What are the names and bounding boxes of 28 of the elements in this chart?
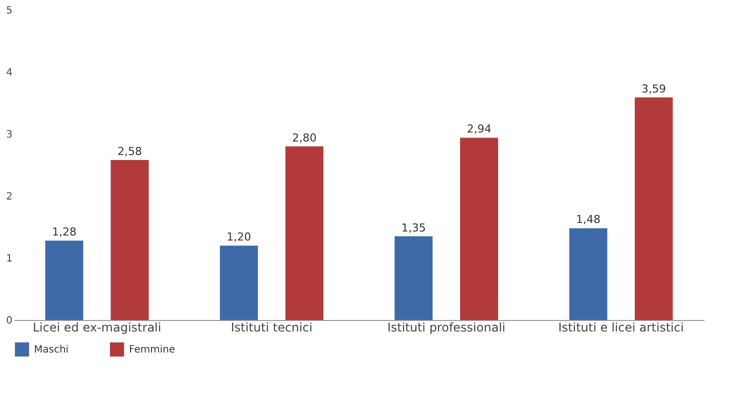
- y-tick-label: 0: [6, 316, 12, 326]
- y-tick-label: 2: [6, 192, 12, 202]
- y-tick-label: 1: [6, 254, 12, 264]
- x-tick-label: Istituti e licei artistici: [558, 320, 684, 334]
- data-label: 1,35: [401, 221, 426, 234]
- x-tick-label: Istituti tecnici: [230, 320, 312, 334]
- bar: [460, 138, 498, 320]
- bar: [394, 236, 433, 320]
- data-label: 2,94: [466, 122, 492, 136]
- data-label: 1,20: [226, 230, 252, 244]
- data-label: 2,58: [117, 145, 142, 158]
- data-label: 3,59: [642, 82, 666, 96]
- bar: [45, 240, 84, 320]
- bar: [569, 228, 608, 320]
- bar: [220, 246, 258, 320]
- y-tick-label: 5: [6, 6, 12, 16]
- y-tick-label: 3: [6, 130, 12, 140]
- legend-label: Femmine: [129, 344, 176, 356]
- x-tick-label: Istituti professionali: [387, 320, 506, 334]
- y-tick-label: 4: [6, 68, 12, 78]
- x-tick-label: Licei ed ex-magistrali: [32, 320, 162, 334]
- data-label: 2,80: [292, 131, 317, 144]
- legend-label: Maschi: [34, 344, 69, 356]
- bar: [110, 160, 149, 320]
- bar: [634, 97, 673, 320]
- bar: [285, 146, 324, 320]
- data-label: 1,48: [576, 213, 601, 226]
- data-label: 1,28: [52, 226, 76, 239]
